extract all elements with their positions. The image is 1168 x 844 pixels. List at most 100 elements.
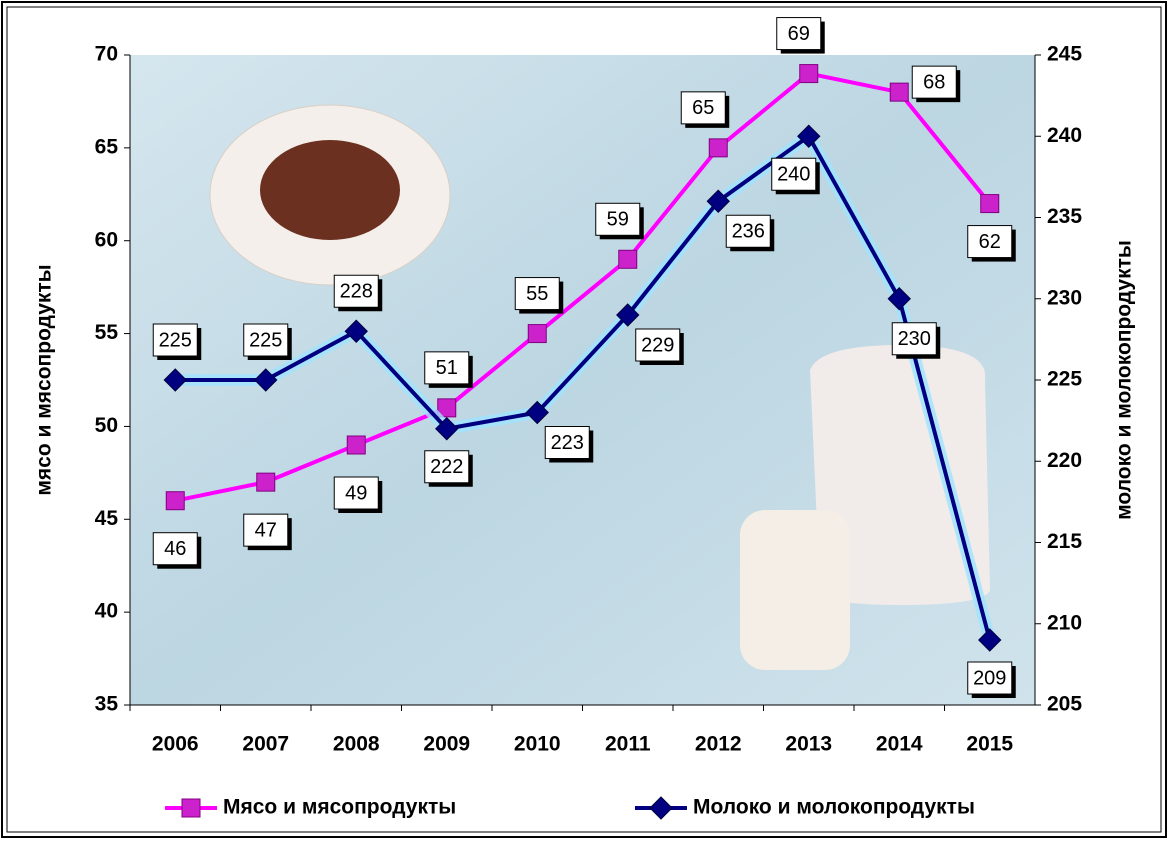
food-picture xyxy=(260,140,400,240)
x-tick-label: 2013 xyxy=(785,733,832,756)
label-box xyxy=(891,322,937,356)
label-box xyxy=(967,661,1013,695)
data-label: 51 xyxy=(436,357,458,379)
diamond-marker xyxy=(797,124,821,148)
diamond-marker xyxy=(706,189,730,213)
data-label: 46 xyxy=(164,538,186,560)
y-tick-label: 35 xyxy=(95,693,119,716)
label-box xyxy=(514,277,560,311)
legend-label: Молоко и молокопродукты xyxy=(693,796,975,819)
data-label: 229 xyxy=(641,334,674,356)
diamond-marker xyxy=(344,319,368,343)
label-box xyxy=(152,323,198,357)
legend-label: Мясо и мясопродукты xyxy=(223,796,456,819)
diamond-marker xyxy=(525,400,549,425)
x-tick-label: 2014 xyxy=(876,733,923,756)
y-tick-label: 45 xyxy=(95,507,119,530)
y2-tick-label: 235 xyxy=(1047,205,1082,228)
diamond-marker xyxy=(254,368,278,392)
y2-tick-label: 240 xyxy=(1047,124,1082,147)
y2-tick-label: 230 xyxy=(1047,286,1082,309)
data-label: 225 xyxy=(159,329,192,351)
y-tick-label: 40 xyxy=(95,600,118,623)
label-box xyxy=(152,532,198,566)
diamond-marker xyxy=(649,796,673,820)
label-box xyxy=(333,274,379,308)
x-tick-label: 2010 xyxy=(514,733,561,756)
square-marker xyxy=(708,138,728,158)
diamond-marker xyxy=(887,287,911,311)
y-tick-label: 50 xyxy=(95,414,118,437)
data-label: 49 xyxy=(345,482,367,504)
square-marker xyxy=(889,82,909,102)
diamond-marker xyxy=(978,628,1002,652)
x-tick-label: 2009 xyxy=(423,733,470,756)
data-label: 68 xyxy=(923,71,945,93)
label-box xyxy=(243,513,289,547)
y2-tick-label: 215 xyxy=(1047,530,1082,553)
square-marker xyxy=(256,472,276,492)
square-marker xyxy=(527,324,547,344)
data-label: 230 xyxy=(898,328,931,350)
label-box xyxy=(424,450,470,484)
data-label: 55 xyxy=(526,283,548,305)
square-marker xyxy=(346,435,366,455)
inner-border xyxy=(6,6,1162,833)
square-marker xyxy=(165,491,185,511)
y-tick-label: 65 xyxy=(95,135,119,158)
data-label: 236 xyxy=(732,221,765,243)
label-box xyxy=(544,426,590,459)
series-line xyxy=(175,133,992,641)
data-label: 209 xyxy=(973,667,1006,689)
y2-tick-label: 220 xyxy=(1047,449,1082,472)
label-box xyxy=(595,202,641,236)
data-label: 228 xyxy=(340,281,373,303)
label-box xyxy=(424,351,470,385)
data-label: 223 xyxy=(551,432,584,454)
y2-axis-title: молоко и молокопродукты xyxy=(1113,240,1136,520)
y2-tick-label: 245 xyxy=(1047,43,1082,66)
data-label: 222 xyxy=(430,456,463,478)
y-axis-title: мясо и мясопродукты xyxy=(33,264,56,495)
square-marker xyxy=(437,398,457,418)
data-label: 240 xyxy=(777,164,810,186)
y2-tick-label: 225 xyxy=(1047,368,1082,391)
data-label: 225 xyxy=(249,329,282,351)
data-label: 69 xyxy=(788,23,810,45)
y-tick-label: 55 xyxy=(95,321,119,344)
y-tick-label: 60 xyxy=(95,228,118,251)
label-box xyxy=(635,328,681,362)
label-box xyxy=(967,225,1013,259)
square-marker xyxy=(980,194,1000,214)
label-box xyxy=(680,91,726,125)
diamond-marker xyxy=(435,417,459,441)
x-tick-label: 2007 xyxy=(242,733,289,756)
data-label: 65 xyxy=(692,97,714,119)
square-marker xyxy=(181,798,201,818)
label-box xyxy=(725,214,771,248)
label-box xyxy=(771,157,817,191)
data-label: 59 xyxy=(607,209,629,231)
data-label: 47 xyxy=(255,519,277,541)
y2-tick-label: 205 xyxy=(1047,693,1082,716)
glass-picture xyxy=(740,510,850,670)
x-tick-label: 2008 xyxy=(333,733,380,756)
diamond-marker xyxy=(616,303,640,327)
label-box xyxy=(776,17,822,51)
square-marker xyxy=(799,64,819,84)
label-box xyxy=(243,323,289,357)
x-tick-label: 2011 xyxy=(605,733,651,756)
jug-picture xyxy=(810,345,990,605)
square-marker xyxy=(618,249,638,269)
x-tick-label: 2012 xyxy=(695,733,742,756)
diamond-marker xyxy=(163,368,187,392)
series-line xyxy=(174,71,992,503)
label-box xyxy=(333,476,379,510)
x-tick-label: 2006 xyxy=(152,733,199,756)
data-label: 62 xyxy=(979,231,1001,253)
y-tick-label: 70 xyxy=(95,43,118,66)
y2-tick-label: 210 xyxy=(1047,611,1082,634)
label-box xyxy=(911,65,957,99)
x-tick-label: 2015 xyxy=(966,733,1013,756)
